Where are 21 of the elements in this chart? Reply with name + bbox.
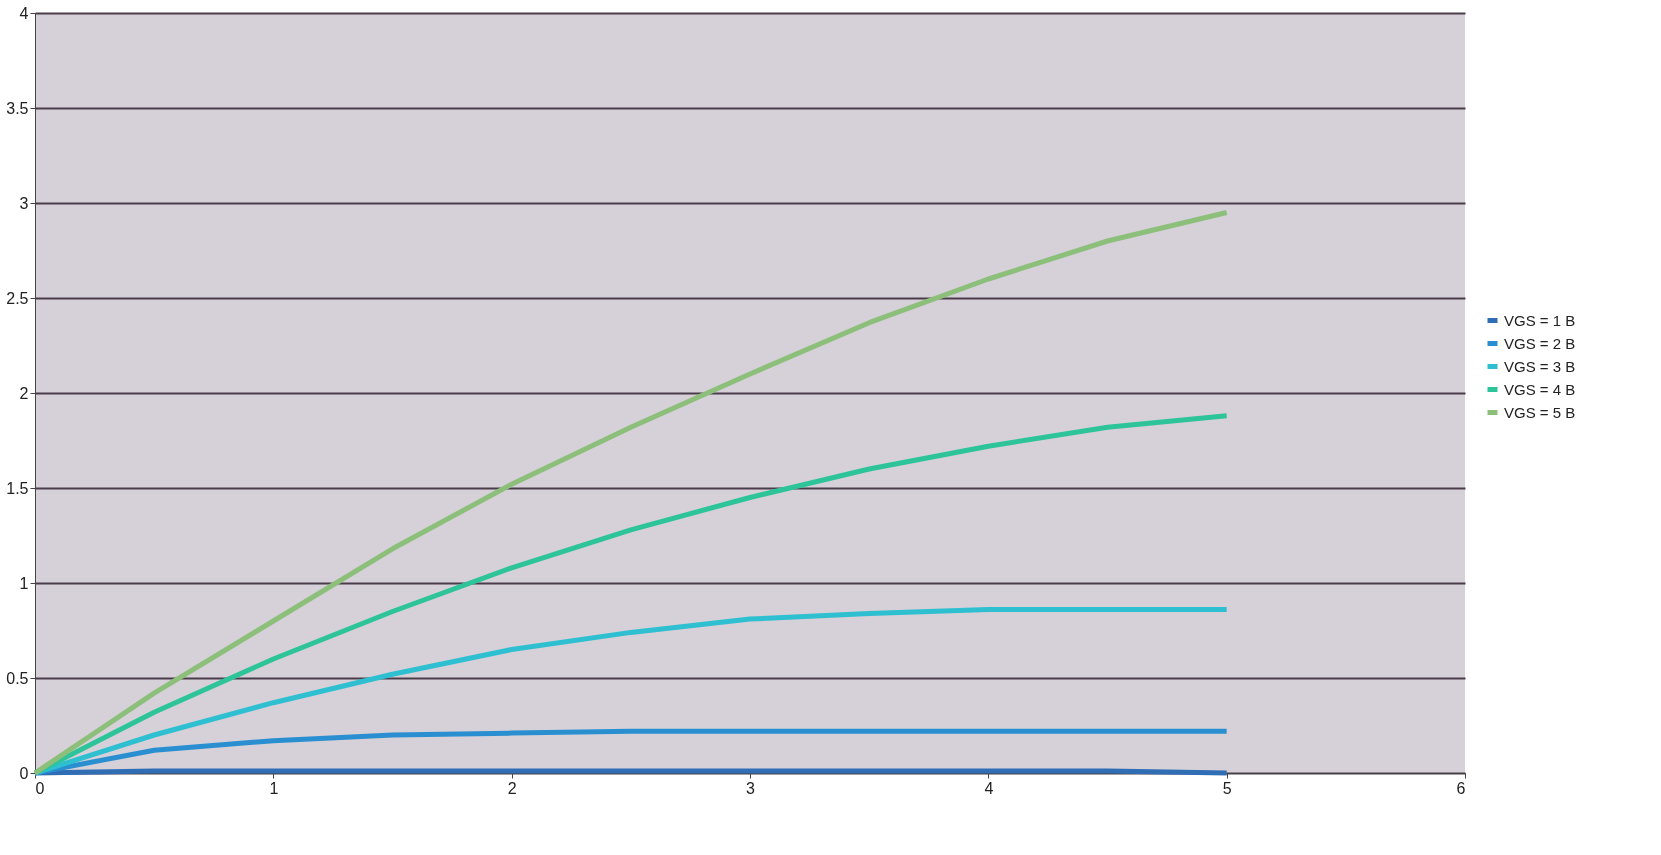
x-tick-label: 1 [269, 779, 279, 797]
x-tick-label: 2 [507, 779, 517, 797]
y-tick-label: 4 [19, 4, 29, 22]
legend-label: VGS = 2 B [1504, 334, 1576, 352]
y-tick-label: 0 [19, 764, 29, 782]
y-tick-label: 3 [19, 194, 29, 212]
legend-label: VGS = 5 B [1504, 403, 1576, 421]
legend-label: VGS = 1 B [1504, 311, 1576, 329]
x-tick-label: 5 [1222, 779, 1232, 797]
x-tick-label: 4 [984, 779, 994, 797]
y-tick-label: 2.5 [6, 289, 29, 307]
y-tick-label: 0.5 [6, 669, 29, 687]
legend-label: VGS = 4 B [1504, 380, 1576, 398]
x-tick-label: 0 [35, 779, 45, 797]
y-tick-label: 1 [19, 574, 29, 592]
x-tick-label: 3 [746, 779, 756, 797]
y-tick-label: 3.5 [6, 99, 29, 117]
y-tick-label: 2 [19, 384, 29, 402]
x-tick-label: 6 [1456, 779, 1466, 797]
y-tick-label: 1.5 [6, 479, 29, 497]
legend-label: VGS = 3 B [1504, 357, 1576, 375]
